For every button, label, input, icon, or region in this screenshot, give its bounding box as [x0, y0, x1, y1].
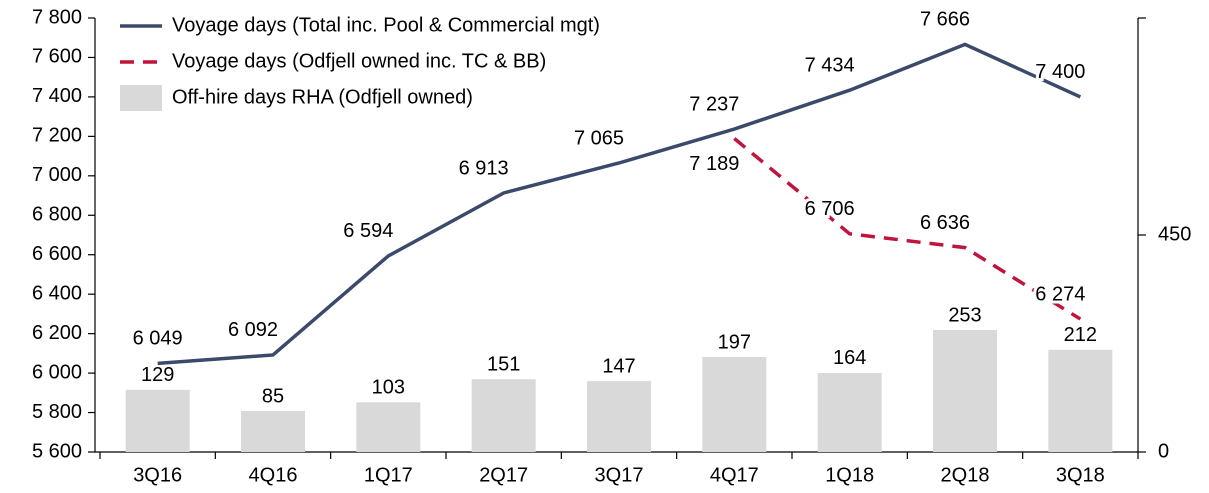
data-label: 6 636 — [920, 212, 970, 234]
bar-label: 147 — [602, 355, 635, 377]
legend-label: Voyage days (Total inc. Pool & Commercia… — [172, 14, 600, 36]
x-tick-label: 3Q16 — [133, 464, 182, 486]
legend-swatch — [120, 85, 162, 111]
y-tick-label: 6 800 — [32, 204, 82, 226]
y-tick-label: 7 600 — [32, 46, 82, 68]
y-tick-label: 7 400 — [32, 85, 82, 107]
bar-label: 164 — [833, 347, 866, 369]
bar — [471, 379, 536, 452]
bar-label: 85 — [262, 385, 284, 407]
y-tick-label: 6 600 — [32, 243, 82, 265]
y-tick-label: 6 000 — [32, 361, 82, 383]
x-tick-label: 4Q16 — [249, 464, 298, 486]
y-tick-label: 5 800 — [32, 401, 82, 423]
x-tick-label: 3Q18 — [1056, 464, 1105, 486]
bar — [817, 372, 882, 452]
y-tick-label: 6 200 — [32, 322, 82, 344]
bar — [933, 329, 997, 452]
bar-label: 253 — [948, 304, 981, 326]
y-tick-label: 6 400 — [32, 282, 82, 304]
bar — [587, 381, 651, 452]
data-label: 7 400 — [1035, 61, 1085, 83]
data-label: 7 666 — [920, 9, 970, 31]
x-tick-label: 2Q17 — [479, 464, 528, 486]
bar — [1048, 349, 1113, 452]
legend-label: Voyage days (Odfjell owned inc. TC & BB) — [172, 50, 546, 72]
bar-label: 129 — [141, 364, 174, 386]
x-tick-label: 2Q18 — [941, 464, 990, 486]
y-tick-label: 7 000 — [32, 164, 82, 186]
bar-label: 103 — [372, 377, 405, 399]
line — [733, 137, 1082, 321]
bar-label: 151 — [487, 353, 520, 375]
bar-label: 197 — [718, 331, 751, 353]
data-label: 6 092 — [228, 319, 278, 341]
data-label: 6 049 — [133, 328, 183, 350]
legend-label: Off-hire days RHA (Odfjell owned) — [172, 86, 473, 108]
bar — [356, 402, 421, 452]
x-tick-label: 4Q17 — [710, 464, 759, 486]
y2-tick-label: 450 — [1158, 223, 1191, 245]
y-tick-label: 7 800 — [32, 6, 82, 28]
data-label: 6 913 — [459, 157, 509, 179]
x-tick-label: 1Q17 — [364, 464, 413, 486]
bar — [702, 357, 767, 452]
data-label: 7 065 — [574, 127, 624, 149]
bar — [125, 389, 190, 452]
bar-label: 212 — [1064, 324, 1097, 346]
y-tick-label: 5 600 — [32, 440, 82, 462]
data-label: 6 594 — [343, 220, 393, 242]
data-label: 7 189 — [689, 153, 739, 175]
y-tick-label: 7 200 — [32, 125, 82, 147]
data-label: 6 706 — [805, 198, 855, 220]
data-label: 7 434 — [805, 54, 855, 76]
line — [157, 42, 1082, 366]
bar — [241, 411, 305, 452]
y2-tick-label: 0 — [1158, 440, 1169, 462]
data-label: 7 237 — [689, 93, 739, 115]
x-tick-label: 3Q17 — [595, 464, 644, 486]
x-tick-label: 1Q18 — [825, 464, 874, 486]
data-label: 6 274 — [1035, 283, 1085, 305]
